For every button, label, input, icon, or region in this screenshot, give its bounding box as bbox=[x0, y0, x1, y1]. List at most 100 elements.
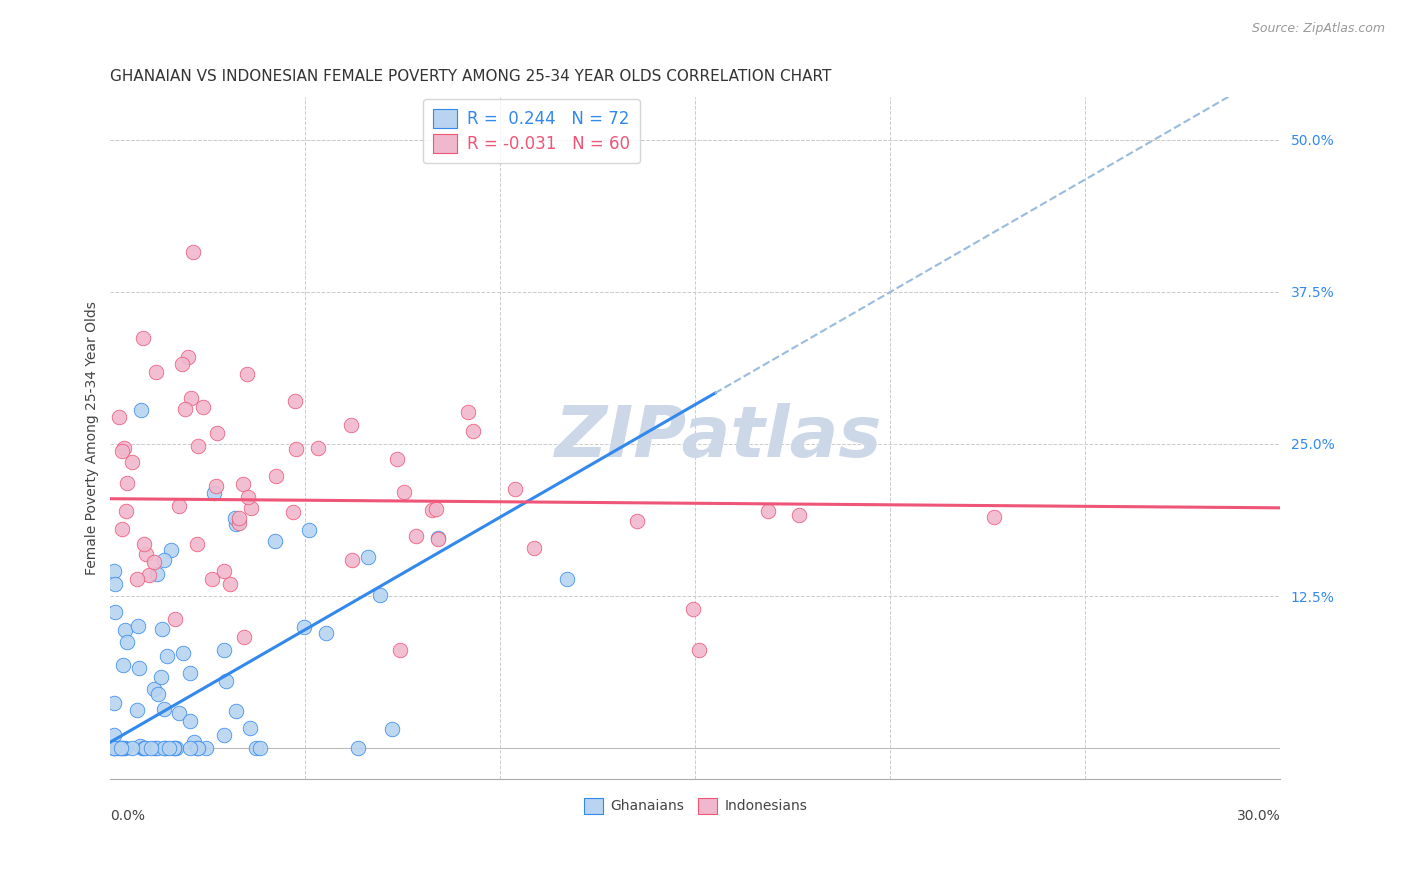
Point bbox=[427, 532, 450, 546]
Point bbox=[342, 552, 364, 566]
Y-axis label: Female Poverty Among 25-34 Year Olds: Female Poverty Among 25-34 Year Olds bbox=[86, 301, 100, 574]
Point bbox=[143, 681, 166, 696]
Point bbox=[201, 572, 224, 586]
Point bbox=[156, 649, 179, 664]
Point bbox=[110, 741, 132, 756]
Point bbox=[115, 475, 138, 490]
Point bbox=[457, 404, 479, 418]
Point bbox=[219, 577, 242, 591]
Point bbox=[134, 536, 156, 550]
Point bbox=[163, 741, 186, 756]
Point bbox=[249, 741, 271, 756]
Point bbox=[505, 482, 527, 496]
Point bbox=[232, 477, 254, 491]
Point bbox=[132, 331, 155, 345]
Point bbox=[143, 741, 166, 756]
Point bbox=[170, 357, 193, 371]
Point bbox=[224, 511, 246, 525]
Point bbox=[169, 706, 191, 721]
Point bbox=[152, 741, 174, 756]
Point bbox=[128, 661, 150, 675]
Point bbox=[427, 531, 450, 545]
Point bbox=[682, 602, 704, 616]
Point bbox=[232, 630, 254, 644]
Point bbox=[104, 605, 127, 619]
Point bbox=[186, 741, 208, 756]
Point bbox=[115, 635, 138, 649]
Point bbox=[187, 439, 209, 453]
Point bbox=[153, 702, 176, 716]
Point bbox=[174, 401, 197, 416]
Point bbox=[179, 714, 201, 729]
Point bbox=[181, 244, 204, 259]
Point bbox=[103, 741, 125, 756]
Point bbox=[152, 553, 174, 567]
Point bbox=[167, 500, 190, 514]
Point bbox=[225, 517, 247, 532]
Point bbox=[108, 410, 131, 425]
Point bbox=[347, 741, 370, 756]
Point bbox=[179, 665, 201, 680]
Point bbox=[420, 503, 443, 517]
Point bbox=[236, 368, 259, 382]
Point bbox=[183, 735, 205, 749]
Point bbox=[228, 516, 250, 530]
Point bbox=[207, 426, 229, 441]
Point bbox=[463, 424, 485, 438]
Point bbox=[284, 442, 307, 456]
Point bbox=[315, 625, 337, 640]
Point bbox=[187, 741, 209, 756]
Point bbox=[381, 722, 404, 736]
Point bbox=[111, 522, 134, 536]
Point bbox=[626, 514, 648, 528]
Point bbox=[134, 547, 156, 561]
Point bbox=[134, 741, 156, 756]
Point bbox=[194, 741, 217, 756]
Text: 0.0%: 0.0% bbox=[111, 809, 145, 823]
Point bbox=[146, 687, 169, 701]
Point bbox=[756, 504, 779, 518]
Point bbox=[131, 741, 153, 756]
Point bbox=[787, 508, 810, 523]
Text: 30.0%: 30.0% bbox=[1237, 809, 1281, 823]
Text: GHANAIAN VS INDONESIAN FEMALE POVERTY AMONG 25-34 YEAR OLDS CORRELATION CHART: GHANAIAN VS INDONESIAN FEMALE POVERTY AM… bbox=[111, 69, 832, 84]
Point bbox=[134, 741, 156, 756]
Point bbox=[245, 741, 267, 756]
Point bbox=[103, 728, 125, 742]
Point bbox=[292, 620, 315, 634]
Point bbox=[212, 728, 235, 742]
Point bbox=[212, 643, 235, 657]
Point bbox=[388, 643, 411, 657]
Point bbox=[394, 484, 416, 499]
Point bbox=[129, 402, 152, 417]
Point bbox=[153, 741, 176, 756]
Point bbox=[150, 623, 173, 637]
Point bbox=[425, 502, 447, 516]
Point bbox=[142, 555, 165, 569]
Point bbox=[162, 741, 184, 756]
Point bbox=[307, 441, 329, 455]
Point bbox=[180, 391, 202, 405]
Point bbox=[145, 366, 167, 380]
Point bbox=[146, 741, 169, 756]
Point bbox=[165, 741, 187, 756]
Point bbox=[405, 529, 427, 543]
Point bbox=[163, 612, 186, 626]
Point bbox=[215, 673, 238, 688]
Point bbox=[114, 741, 136, 756]
Point bbox=[149, 670, 172, 684]
Point bbox=[240, 500, 263, 515]
Point bbox=[228, 511, 250, 525]
Point bbox=[239, 721, 262, 735]
Point bbox=[111, 741, 134, 756]
Point bbox=[688, 643, 710, 657]
Point bbox=[107, 741, 129, 756]
Point bbox=[114, 624, 136, 638]
Point bbox=[103, 696, 125, 710]
Text: ZIPatlas: ZIPatlas bbox=[555, 403, 883, 473]
Point bbox=[264, 468, 287, 483]
Point bbox=[121, 455, 143, 469]
Point bbox=[983, 510, 1005, 524]
Point bbox=[172, 646, 194, 660]
Point bbox=[225, 704, 247, 718]
